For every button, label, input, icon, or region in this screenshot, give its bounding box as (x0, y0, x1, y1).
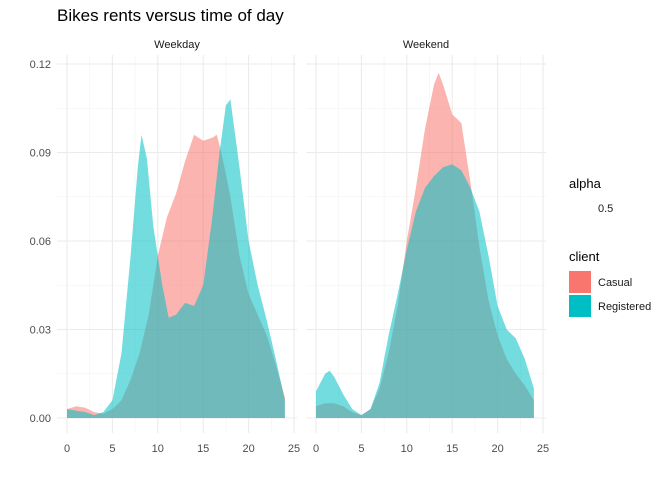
y-tick-label: 0.06 (30, 236, 51, 248)
x-tick-label: 10 (152, 443, 164, 455)
x-tick-label: 20 (242, 443, 254, 455)
facet-panels: Weekday 0 5 10 15 20 25 Weekend 0 5 10 15 20 25 0.00 0.… (30, 39, 550, 455)
facet-strip-label: Weekend (403, 39, 449, 51)
x-tick-label: 15 (446, 443, 458, 455)
x-tick-label: 5 (109, 443, 115, 455)
legend-label-casual: Casual (598, 277, 632, 289)
density-area-registered (67, 99, 285, 419)
density-area-registered (316, 164, 534, 418)
legend-label-registered: Registered (598, 301, 651, 313)
chart-title: Bikes rents versus time of day (57, 6, 284, 25)
x-tick-label: 5 (358, 443, 364, 455)
legend-title-alpha: alpha (569, 176, 602, 191)
legend-area: alpha 0.5 client Casual Registered (569, 176, 651, 317)
y-tick-label: 0.03 (30, 325, 51, 337)
facet-panel-weekday: Weekday 0 5 10 15 20 25 (57, 39, 300, 455)
legend-entry-alpha: 0.5 (598, 203, 613, 215)
y-tick-label: 0.00 (30, 413, 51, 425)
facet-strip-label: Weekday (154, 39, 200, 51)
legend-key-casual (569, 271, 591, 293)
x-tick-label: 10 (401, 443, 413, 455)
x-tick-label: 25 (288, 443, 300, 455)
x-tick-label: 15 (197, 443, 209, 455)
facet-panel-weekend: Weekend 0 5 10 15 20 25 (306, 39, 549, 455)
x-tick-label: 0 (64, 443, 70, 455)
y-tick-label: 0.09 (30, 148, 51, 160)
legend-key-registered (569, 295, 591, 317)
x-tick-label: 0 (313, 443, 319, 455)
y-tick-label: 0.12 (30, 59, 51, 71)
legend-title-client: client (569, 249, 600, 264)
x-tick-label: 20 (491, 443, 503, 455)
x-tick-label: 25 (537, 443, 549, 455)
